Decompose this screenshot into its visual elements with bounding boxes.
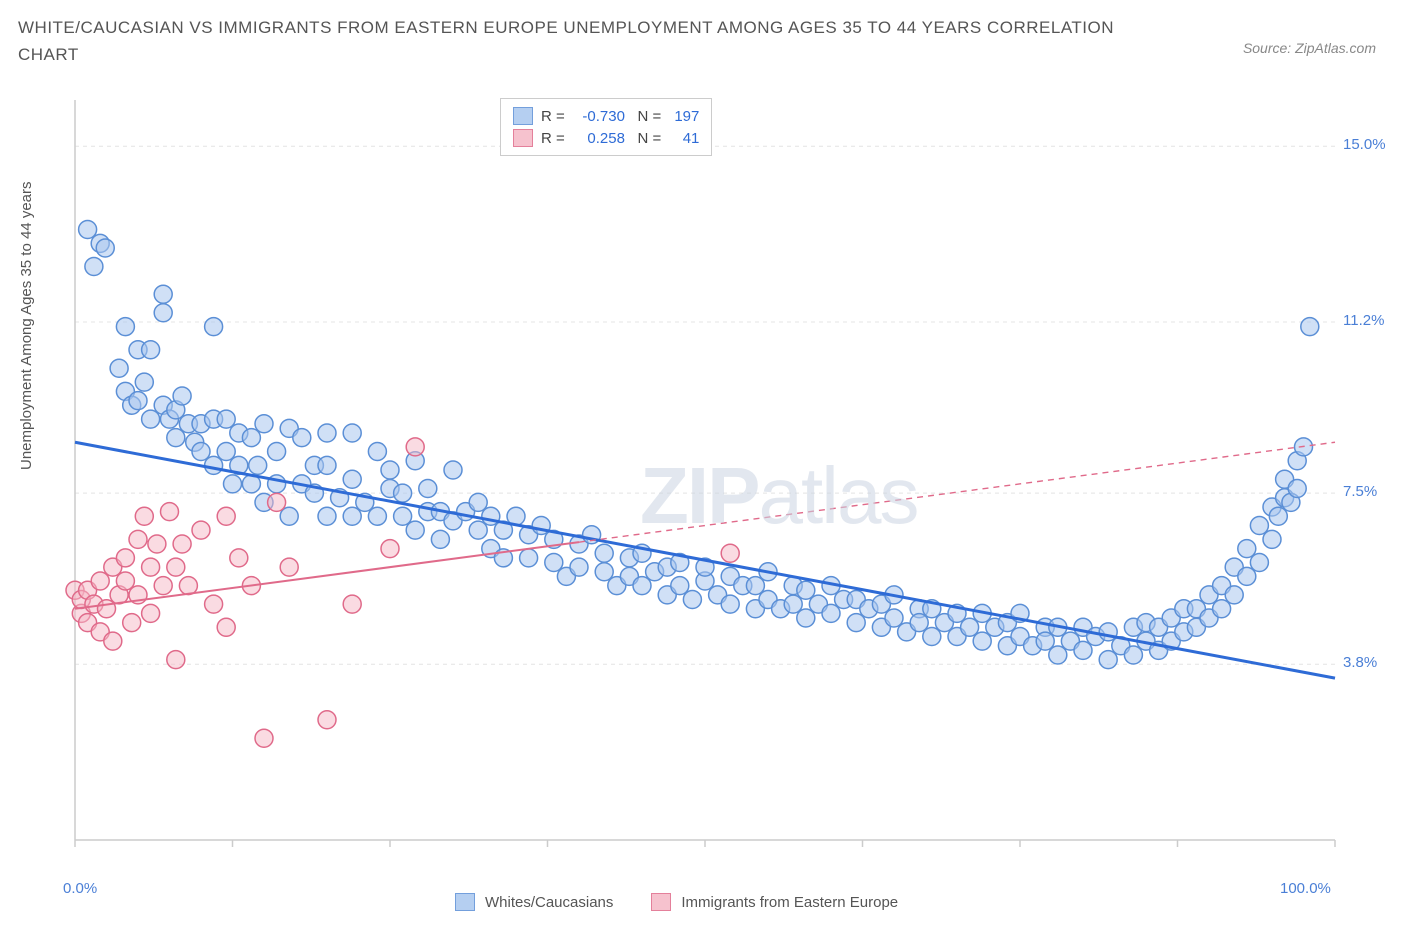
legend-correlation-box: R = -0.730 N = 197 R = 0.258 N = 41: [500, 98, 712, 156]
legend-stats: R = -0.730 N = 197: [541, 108, 699, 125]
x-tick-label: 100.0%: [1280, 880, 1331, 897]
legend-correlation-row: R = -0.730 N = 197: [513, 105, 699, 127]
legend-swatch: [455, 893, 475, 911]
legend-series-label: Whites/Caucasians: [485, 894, 613, 911]
scatter-chart: [60, 90, 1360, 860]
legend-series-label: Immigrants from Eastern Europe: [681, 894, 898, 911]
legend-correlation-row: R = 0.258 N = 41: [513, 127, 699, 149]
legend-stats: R = 0.258 N = 41: [541, 130, 699, 147]
y-tick-label: 11.2%: [1343, 312, 1384, 329]
x-tick-label: 0.0%: [63, 880, 97, 897]
legend-swatch: [651, 893, 671, 911]
chart-title: WHITE/CAUCASIAN VS IMMIGRANTS FROM EASTE…: [18, 14, 1118, 68]
y-axis-label: Unemployment Among Ages 35 to 44 years: [18, 181, 35, 470]
source-credit: Source: ZipAtlas.com: [1243, 40, 1376, 56]
legend-swatch: [513, 129, 533, 147]
legend-swatch: [513, 107, 533, 125]
y-tick-label: 15.0%: [1343, 136, 1386, 153]
y-tick-label: 3.8%: [1343, 654, 1377, 671]
y-tick-label: 7.5%: [1343, 483, 1377, 500]
legend-series: Whites/Caucasians Immigrants from Eastern…: [455, 893, 926, 911]
chart-area: [60, 90, 1360, 860]
